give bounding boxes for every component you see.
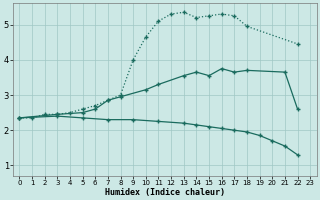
X-axis label: Humidex (Indice chaleur): Humidex (Indice chaleur)	[105, 188, 225, 197]
